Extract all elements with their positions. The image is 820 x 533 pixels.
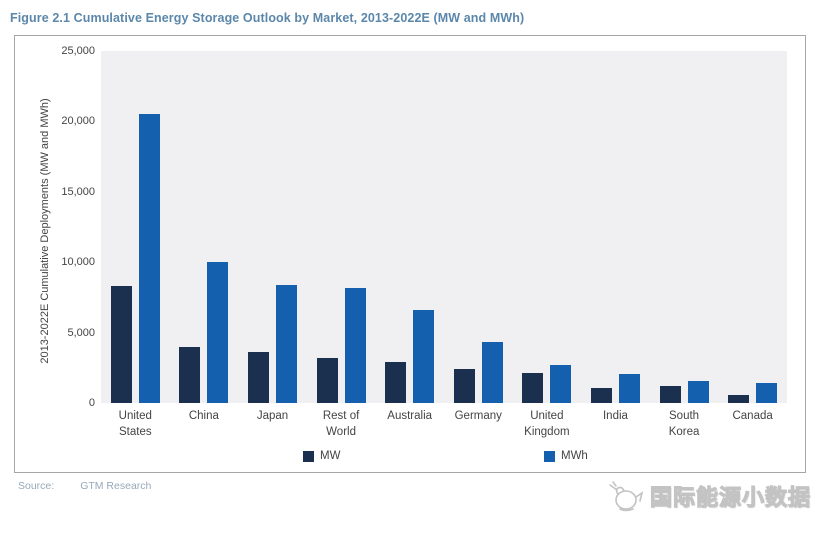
bar-group-7 (581, 51, 650, 403)
bar-group-2 (238, 51, 307, 403)
x-axis-label-7: India (602, 410, 628, 422)
plot-area (101, 51, 787, 403)
x-axis-label-4: Australia (387, 410, 433, 422)
legend-item-mwh: MWh (544, 450, 588, 462)
x-axis-label-5: Germany (454, 410, 502, 422)
bar-mwh-1 (207, 262, 229, 403)
bar-group-8 (650, 51, 719, 403)
bar-group-6 (513, 51, 582, 403)
bar-mwh-9 (756, 383, 778, 403)
y-axis-title-text: 2013-2022E Cumulative Deployments (MW an… (39, 98, 51, 364)
bar-mwh-7 (618, 374, 640, 403)
bar-mw-3 (316, 358, 338, 403)
x-axis-label-1: China (188, 410, 219, 422)
watermark: 国际能源小数据 (606, 474, 812, 518)
bar-group-9 (718, 51, 787, 403)
bar-mwh-6 (550, 365, 572, 403)
bar-group-0 (101, 51, 170, 403)
bar-mw-7 (590, 388, 612, 403)
bar-mw-6 (522, 373, 544, 403)
bar-mw-5 (453, 369, 475, 403)
x-axis-label-8: South Korea (668, 410, 700, 438)
x-axis-label-3: Rest of World (322, 410, 360, 438)
y-tick-0: 0 (88, 397, 95, 409)
watermark-text: 国际能源小数据 (649, 484, 812, 510)
legend-label-mw: MW (320, 450, 341, 462)
bar-mwh-2 (275, 285, 297, 403)
source-line: Source: GTM Research (18, 480, 151, 492)
bar-mwh-0 (138, 114, 160, 403)
x-axis-labels: United States China Japan Rest of World Aust… (101, 409, 787, 440)
bar-mwh-3 (344, 288, 366, 403)
legend-item-mw: MW (303, 450, 340, 462)
bar-mw-4 (385, 362, 407, 403)
watermark-kettle-icon (609, 481, 644, 512)
bar-mw-1 (179, 347, 201, 403)
legend-swatch-mw (303, 450, 314, 462)
source-label: Source: (18, 480, 55, 492)
y-tick-20,000: 20,000 (61, 115, 95, 128)
y-tick-15,000: 15,000 (61, 185, 95, 198)
bar-mwh-4 (413, 310, 435, 403)
x-axis-label-6: United Kingdom (524, 410, 570, 438)
legend-swatch-mwh (544, 450, 555, 462)
x-axis-label-9: Canada (732, 410, 773, 422)
y-tick-5,000: 5,000 (67, 326, 95, 339)
bar-mw-0 (110, 286, 132, 403)
y-tick-25,000: 25,000 (61, 45, 95, 57)
legend-label-mwh: MWh (561, 450, 588, 462)
figure-title: Figure 2.1 Cumulative Energy Storage Out… (10, 11, 525, 25)
bar-group-3 (307, 51, 376, 403)
x-axis-label-0: United States (118, 410, 152, 438)
bar-group-5 (444, 51, 513, 403)
chart-frame: 2013-2022E Cumulative Deployments (MW an… (14, 35, 806, 473)
bar-group-4 (375, 51, 444, 403)
y-tick-10,000: 10,000 (61, 256, 95, 269)
bar-group-1 (170, 51, 239, 403)
bar-mw-9 (728, 395, 750, 403)
x-axis-label-2: Japan (256, 410, 289, 422)
source-value: GTM Research (80, 480, 152, 492)
bar-mw-8 (659, 386, 681, 403)
bar-mwh-8 (687, 381, 709, 403)
bar-mwh-5 (481, 342, 503, 403)
bar-mw-2 (247, 352, 269, 403)
